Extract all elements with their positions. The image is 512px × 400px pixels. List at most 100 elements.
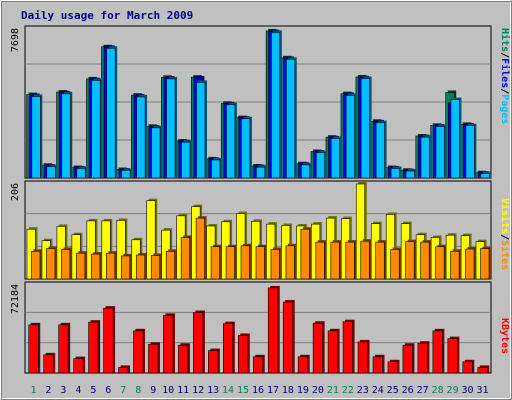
series-pages: [31, 30, 492, 179]
bar-sites-day-6-face: [106, 252, 116, 280]
bar-sites-day-9-face: [150, 255, 161, 280]
bar-sites-day-26-face: [405, 241, 415, 280]
bar-pages-day-17: [271, 30, 282, 179]
legend-sites: Sites: [499, 240, 511, 270]
bar-pages-day-20: [315, 150, 327, 179]
bar-pages-day-28: [435, 124, 447, 179]
x-tick-day-8: 8: [135, 385, 141, 396]
panel-pages_files_hits: 7698 Hits/Files/Pages: [10, 25, 511, 179]
bar-kbytes-day-28: [432, 328, 445, 374]
bar-sites-day-10-face: [165, 251, 175, 280]
panel-legend-label: Hits/Files/Pages: [499, 28, 511, 124]
bar-kbytes-day-7: [118, 365, 131, 374]
bar-sites-day-16-face: [255, 246, 265, 280]
bar-pages-day-24: [375, 120, 387, 179]
bar-sites-day-8-face: [135, 254, 146, 280]
bar-sites-day-26: [405, 239, 417, 280]
legend-separator: /: [499, 234, 510, 240]
bar-kbytes-day-12-face: [193, 312, 204, 374]
bar-sites-day-5-face: [91, 253, 101, 280]
bar-kbytes-day-7-face: [118, 367, 129, 374]
series-kbytes: [28, 285, 490, 374]
x-tick-day-28: 28: [432, 385, 444, 396]
bar-sites-day-25: [390, 247, 402, 280]
bar-kbytes-day-24-face: [372, 356, 383, 374]
bar-sites-day-5: [91, 252, 102, 280]
bar-sites-day-7: [120, 253, 132, 280]
bar-pages-day-5-face: [91, 80, 101, 179]
bar-pages-day-1: [31, 94, 43, 179]
bar-kbytes-day-6: [103, 306, 116, 374]
bar-sites-day-23: [360, 239, 372, 280]
bar-sites-day-4-face: [76, 252, 86, 280]
bar-pages-day-30: [465, 123, 477, 179]
bar-pages-day-3-face: [61, 93, 71, 179]
x-tick-day-7: 7: [120, 385, 126, 396]
x-tick-day-14: 14: [222, 385, 234, 396]
bar-kbytes-day-17: [267, 285, 280, 374]
bar-pages-day-19: [300, 162, 312, 179]
bar-pages-day-1-face: [31, 96, 41, 179]
bar-sites-day-16: [255, 244, 267, 280]
bar-sites-day-18-face: [285, 245, 295, 280]
bar-sites-day-1: [31, 249, 42, 280]
bar-sites-day-3-face: [61, 249, 71, 280]
x-tick-day-31: 31: [476, 385, 488, 396]
bar-kbytes-day-15: [237, 333, 250, 374]
bar-pages-day-8-face: [136, 96, 146, 179]
bar-sites-day-11: [180, 235, 192, 280]
bar-sites-day-4: [76, 251, 87, 280]
y-axis-max-label: 7698: [10, 28, 21, 52]
bar-kbytes-day-30: [462, 359, 475, 374]
bar-sites-day-14: [225, 244, 237, 280]
bar-kbytes-day-31-face: [477, 367, 488, 374]
bar-pages-day-26: [405, 169, 417, 179]
x-tick-day-12: 12: [192, 385, 204, 396]
bar-pages-day-31-face: [480, 173, 490, 179]
bar-pages-day-30-face: [465, 125, 475, 179]
bar-pages-day-6-face: [106, 48, 116, 179]
bar-kbytes-day-25-face: [387, 361, 398, 374]
y-axis-max-label: 206: [10, 183, 21, 201]
bar-sites-day-9: [150, 253, 162, 280]
panel-legend-label: KBytes: [499, 318, 510, 354]
bar-pages-day-19-face: [300, 164, 311, 179]
bar-kbytes-day-3: [58, 322, 71, 374]
bar-kbytes-day-2: [43, 352, 56, 374]
bar-kbytes-day-27-face: [417, 342, 428, 374]
x-tick-day-11: 11: [177, 385, 189, 396]
bar-kbytes-day-13: [208, 348, 220, 374]
bar-pages-day-22-face: [345, 95, 355, 179]
bar-pages-day-3: [61, 91, 73, 179]
x-tick-day-4: 4: [75, 385, 81, 396]
bar-kbytes-day-1-face: [28, 324, 39, 374]
bar-pages-day-27-face: [420, 136, 430, 179]
bar-pages-day-2: [46, 164, 58, 179]
bar-pages-day-4: [76, 166, 88, 179]
bar-sites-day-19: [300, 227, 312, 280]
x-tick-day-24: 24: [372, 385, 384, 396]
bar-pages-day-2-face: [46, 166, 56, 179]
x-tick-day-20: 20: [312, 385, 324, 396]
x-tick-day-16: 16: [252, 385, 264, 396]
x-tick-day-18: 18: [282, 385, 294, 396]
bar-sites-day-30-face: [465, 248, 475, 280]
bar-sites-day-29: [450, 249, 462, 280]
bar-kbytes-day-19: [297, 354, 310, 374]
bar-sites-day-6: [106, 251, 117, 280]
bar-kbytes-day-1: [28, 322, 41, 374]
bar-kbytes-day-2-face: [43, 354, 54, 374]
bar-pages-day-12-face: [196, 82, 206, 179]
legend-files: Files: [499, 58, 511, 88]
x-tick-day-10: 10: [162, 385, 174, 396]
bar-kbytes-day-9: [148, 342, 160, 374]
bar-kbytes-day-21: [327, 328, 340, 374]
bar-kbytes-day-6-face: [103, 307, 114, 374]
bar-pages-day-6: [106, 46, 118, 179]
x-tick-day-25: 25: [387, 385, 399, 396]
bar-sites-day-8: [135, 253, 147, 280]
x-axis-tick-labels: 1 2 3 4 5 6 7 8 9 10 11 12 13 14 15 16 17 18 19 20 21 22 23 24 2…: [30, 385, 488, 396]
bar-pages-day-4-face: [76, 168, 86, 179]
